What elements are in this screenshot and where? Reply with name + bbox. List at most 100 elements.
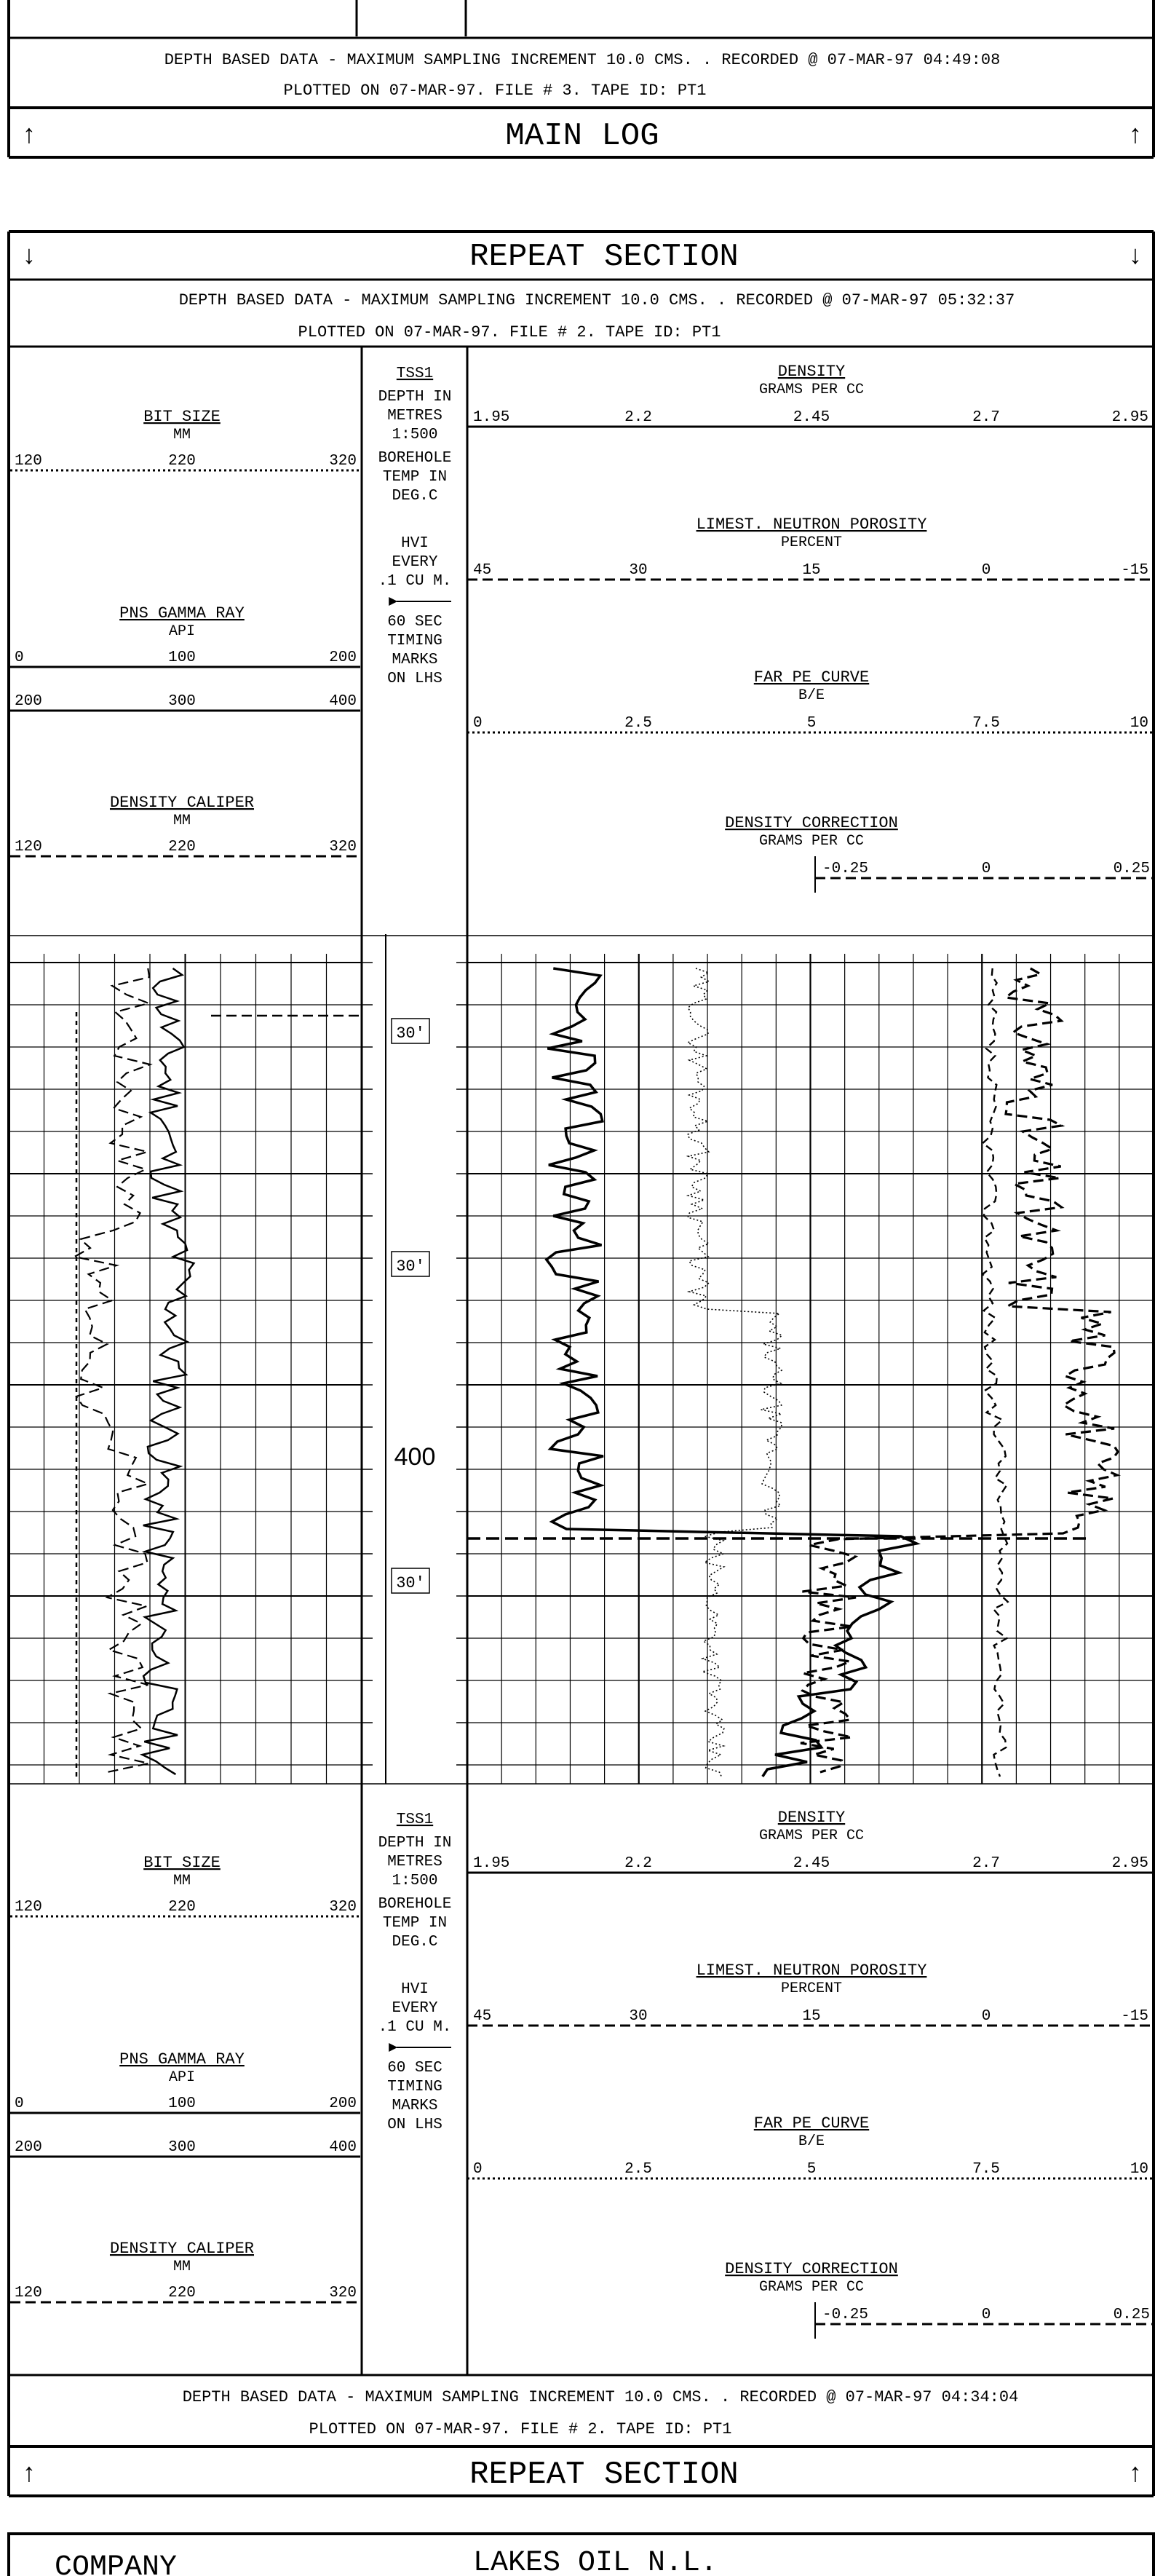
left-scale-max: 320 bbox=[329, 453, 357, 470]
center-track-label: ON LHS bbox=[387, 2117, 442, 2133]
center-track-label: BOREHOLE bbox=[378, 1896, 452, 1913]
depth-marker-box bbox=[391, 1568, 430, 1594]
right-curve-unit: B/E bbox=[798, 2133, 825, 2150]
right-scale-tick: 0 bbox=[473, 2161, 483, 2178]
main-log-footer-info-2: PLOTTED ON 07-MAR-97. FILE # 3. TAPE ID:… bbox=[284, 82, 707, 100]
main-log-footer-info-1: DEPTH BASED DATA - MAXIMUM SAMPLING INCR… bbox=[164, 51, 1001, 69]
left-scale-mid: 100 bbox=[168, 2095, 196, 2112]
right-scale-tick: 2.95 bbox=[1112, 409, 1148, 426]
left-scale-mid: 220 bbox=[168, 2285, 196, 2302]
right-scale-tick: -15 bbox=[1121, 2008, 1148, 2025]
center-track-label: TSS1 bbox=[397, 1812, 433, 1828]
right-curve-unit: B/E bbox=[798, 687, 825, 704]
repeat-header-info-2: PLOTTED ON 07-MAR-97. FILE # 2. TAPE ID:… bbox=[298, 323, 721, 341]
right-scale-tick: 2.7 bbox=[972, 409, 1000, 426]
left-curve-name: PNS GAMMA RAY bbox=[119, 2050, 245, 2069]
right-curve-unit: GRAMS PER CC bbox=[759, 833, 864, 850]
right-curve-unit: GRAMS PER CC bbox=[759, 382, 864, 398]
up-arrow-icon: ↑ bbox=[23, 2457, 36, 2487]
center-track-label: 1:500 bbox=[392, 427, 437, 443]
right-scale-tick: 10 bbox=[1130, 715, 1148, 732]
right-scale-tick: 2.45 bbox=[793, 409, 830, 426]
depth-label: 400 bbox=[394, 1443, 436, 1471]
right-scale-tick: 0 bbox=[982, 861, 991, 877]
left-curve-unit: MM bbox=[173, 2259, 191, 2275]
right-curve-name: DENSITY CORRECTION bbox=[725, 814, 898, 832]
left-scale-min: 0 bbox=[15, 649, 24, 666]
right-scale-tick: 5 bbox=[807, 2161, 817, 2178]
center-track-label: .1 CU M. bbox=[378, 573, 452, 590]
left-scale-max: 320 bbox=[329, 839, 357, 856]
center-track-label: 60 SEC bbox=[387, 614, 442, 631]
main-log-footer: DEPTH BASED DATA - MAXIMUM SAMPLING INCR… bbox=[7, 0, 1155, 159]
left-curve-name: BIT SIZE bbox=[143, 408, 221, 426]
right-curve-unit: GRAMS PER CC bbox=[759, 2279, 864, 2296]
repeat-section-footer-title: REPEAT SECTION bbox=[469, 2457, 739, 2493]
left-scale-max: 400 bbox=[329, 2139, 357, 2156]
left-scale-min: 200 bbox=[15, 693, 42, 710]
center-track-label: TIMING bbox=[387, 633, 442, 649]
left-curve-unit: MM bbox=[173, 813, 191, 829]
company-value: LAKES OIL N.L. bbox=[473, 2547, 718, 2576]
left-scale-mid: 220 bbox=[168, 1899, 196, 1916]
right-scale-tick: -0.25 bbox=[822, 2307, 868, 2323]
center-track-label: BOREHOLE bbox=[378, 450, 452, 467]
up-arrow-icon: ↑ bbox=[23, 119, 36, 149]
right-curve-name: LIMEST. NEUTRON POROSITY bbox=[696, 1961, 927, 1980]
center-track-label: MARKS bbox=[392, 2098, 437, 2114]
depth-marker-box bbox=[391, 1251, 430, 1277]
left-scale-max: 320 bbox=[329, 2285, 357, 2302]
center-track-label: EVERY bbox=[392, 554, 437, 571]
right-scale-tick: 2.7 bbox=[972, 1855, 1000, 1872]
center-track-label: MARKS bbox=[392, 652, 437, 668]
center-track-label: HVI bbox=[401, 535, 429, 552]
right-curve-unit: PERCENT bbox=[781, 534, 842, 551]
center-track-label: METRES bbox=[387, 408, 442, 424]
right-scale-tick: 15 bbox=[802, 562, 820, 579]
left-curve-unit: API bbox=[169, 2069, 195, 2086]
center-track-label: TEMP IN bbox=[383, 469, 447, 486]
right-curve-name: LIMEST. NEUTRON POROSITY bbox=[696, 515, 927, 534]
company-block: COMPANY LAKES OIL N.L. bbox=[7, 2532, 1155, 2576]
left-scale-max: 200 bbox=[329, 2095, 357, 2112]
right-scale-tick: 2.45 bbox=[793, 1855, 830, 1872]
depth-label: 30' bbox=[396, 1574, 425, 1592]
left-scale-max: 400 bbox=[329, 693, 357, 710]
log-curves bbox=[72, 967, 1122, 1777]
right-scale-tick: 0 bbox=[982, 562, 991, 579]
left-curve-unit: MM bbox=[173, 1873, 191, 1889]
left-scale-mid: 220 bbox=[168, 839, 196, 856]
center-track-label: .1 CU M. bbox=[378, 2019, 452, 2036]
right-curve-name: FAR PE CURVE bbox=[754, 2114, 869, 2133]
center-track-label: EVERY bbox=[392, 2000, 437, 2017]
depth-track: 30' 30' 400 30' bbox=[385, 934, 436, 1784]
down-arrow-icon: ↓ bbox=[1129, 240, 1142, 269]
right-scale-tick: 45 bbox=[473, 2008, 491, 2025]
center-track-label: HVI bbox=[401, 1981, 429, 1998]
left-scale-mid: 300 bbox=[168, 2139, 196, 2156]
right-scale-tick: 0 bbox=[982, 2307, 991, 2323]
repeat-section: ↓ REPEAT SECTION ↓ DEPTH BASED DATA - MA… bbox=[7, 230, 1155, 2497]
right-scale-tick: 1.95 bbox=[473, 409, 509, 426]
center-track-label: DEG.C bbox=[392, 1934, 437, 1951]
right-scale-tick: 0.25 bbox=[1114, 2307, 1150, 2323]
right-scale-tick: 15 bbox=[802, 2008, 820, 2025]
right-scale-tick: 7.5 bbox=[972, 2161, 1000, 2178]
right-scale-tick: 45 bbox=[473, 562, 491, 579]
center-track-label: TIMING bbox=[387, 2079, 442, 2095]
right-scale-tick: 2.2 bbox=[624, 1855, 652, 1872]
left-scale-min: 120 bbox=[15, 1899, 42, 1916]
repeat-header-info-1: DEPTH BASED DATA - MAXIMUM SAMPLING INCR… bbox=[179, 291, 1015, 309]
depth-label: 30' bbox=[396, 1257, 425, 1276]
center-track-label: 60 SEC bbox=[387, 2060, 442, 2077]
left-curve-name: DENSITY CALIPER bbox=[110, 2240, 254, 2258]
repeat-footer-info-1: DEPTH BASED DATA - MAXIMUM SAMPLING INCR… bbox=[183, 2388, 1019, 2406]
right-curve-name: FAR PE CURVE bbox=[754, 668, 869, 687]
left-scale-min: 0 bbox=[15, 2095, 24, 2112]
right-scale-tick: 30 bbox=[629, 2008, 647, 2025]
down-arrow-icon: ↓ bbox=[23, 240, 36, 269]
right-curve-unit: GRAMS PER CC bbox=[759, 1828, 864, 1844]
